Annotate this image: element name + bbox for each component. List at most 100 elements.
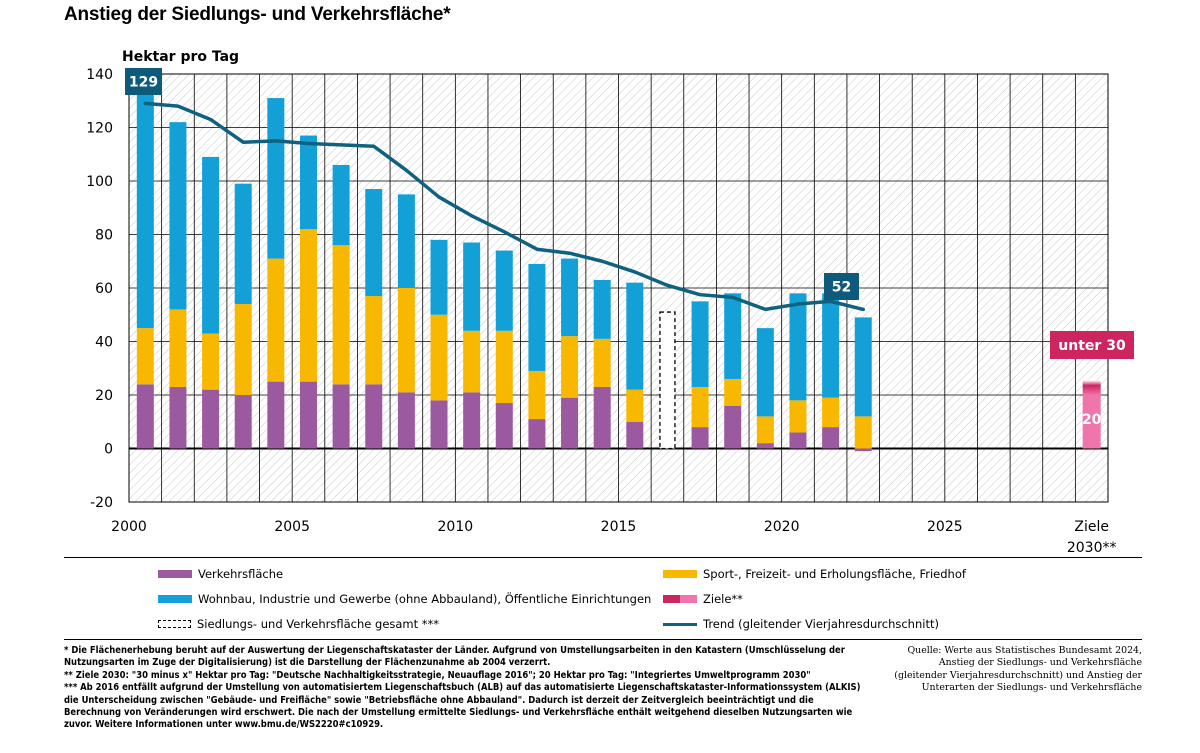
bar-verkehrsflaeche	[234, 395, 252, 449]
bar-wohnbau-industrie	[267, 98, 285, 259]
footnote-line: ** Ziele 2030: "30 minus x" Hektar pro T…	[64, 669, 811, 681]
bar-verkehrsflaeche	[136, 384, 154, 449]
y-tick-label: 100	[86, 174, 113, 190]
annotation-129-box	[125, 68, 162, 95]
annotation-52-box	[824, 273, 859, 300]
bar-verkehrsflaeche	[822, 427, 840, 449]
bar-verkehrsflaeche	[332, 384, 350, 449]
bar-sport-freizeit	[691, 386, 709, 428]
bar-verkehrsflaeche	[528, 419, 546, 449]
page-title: Anstieg der Siedlungs- und Verkehrsfläch…	[64, 4, 451, 25]
bar-verkehrsflaeche	[299, 381, 317, 449]
x-tick-label: 2020	[764, 519, 800, 535]
bar-wohnbau-industrie	[561, 258, 579, 337]
y-tick-label: 20	[95, 388, 113, 404]
bar-sport-freizeit	[854, 416, 872, 449]
bar-wohnbau-industrie	[626, 282, 644, 390]
bar-wohnbau-industrie	[365, 189, 383, 297]
bar-sport-freizeit	[267, 258, 285, 382]
bar-wohnbau-industrie	[169, 122, 187, 310]
bar-sport-freizeit	[495, 330, 513, 404]
bar-verkehrsflaeche	[365, 384, 383, 449]
bar-verkehrsflaeche	[202, 389, 220, 449]
bar-sport-freizeit	[756, 416, 774, 444]
footnote-line: Nutzungsarten im Zuge der Digitalisierun…	[64, 657, 551, 669]
plot-border	[128, 73, 1109, 503]
bar-wohnbau-industrie	[528, 263, 546, 371]
annotation-20-label: 20	[1082, 412, 1102, 428]
bar-wohnbau-industrie	[495, 250, 513, 331]
annotations: 129 52 unter 30 20	[125, 68, 1134, 428]
bar-sport-freizeit	[789, 400, 807, 433]
bar-verkehrsflaeche	[626, 421, 644, 449]
source-line: Unterarten der Siedlungs- und Verkehrsfl…	[921, 682, 1142, 694]
bar-wohnbau-industrie	[854, 317, 872, 417]
bar-sport-freizeit	[169, 309, 187, 387]
x-tick-label: 2015	[601, 519, 637, 535]
divider	[64, 557, 1142, 558]
x-tick-label: 2000	[111, 519, 147, 535]
bar-verkehrsflaeche	[593, 386, 611, 449]
bar-verkehrsflaeche	[169, 386, 187, 449]
bar-sport-freizeit	[397, 288, 415, 393]
bar-sport-freizeit	[528, 370, 546, 420]
annotation-52-label: 52	[832, 280, 851, 296]
bar-sport-freizeit	[202, 333, 220, 390]
footnotes: * Die Flächenerhebung beruht auf der Aus…	[64, 645, 864, 732]
y-tick-label: 60	[95, 281, 113, 297]
bar-verkehrsflaeche	[724, 405, 742, 449]
bar-wohnbau-industrie	[430, 239, 448, 315]
bars	[136, 92, 1101, 452]
y-tick-label: 0	[104, 442, 113, 458]
bar-wohnbau-industrie	[332, 164, 350, 246]
bar-verkehrsflaeche	[691, 427, 709, 449]
bar-sport-freizeit	[234, 304, 252, 395]
bar-sport-freizeit	[626, 389, 644, 422]
bar-verkehrsflaeche	[430, 400, 448, 449]
y-tick-label: -20	[90, 495, 113, 511]
footnote-line: zuvor. Weitere Informationen unter www.b…	[64, 719, 384, 731]
bar-wohnbau-industrie	[202, 156, 220, 334]
x-tick-label: 2025	[927, 519, 963, 535]
annotation-unter-30-label: unter 30	[1058, 338, 1126, 354]
trend-line	[143, 101, 865, 312]
bar-verkehrsflaeche	[854, 448, 872, 452]
bar-sport-freizeit	[299, 229, 317, 382]
footnote-line: Berechnung von Veränderungen wird erschw…	[64, 707, 853, 719]
annotation-unter-30-box	[1050, 331, 1134, 359]
bar-verkehrsflaeche	[463, 392, 481, 449]
annotation-129-label: 129	[129, 75, 158, 91]
bar-sport-freizeit	[561, 336, 579, 398]
bar-ziel-unter-30	[1082, 380, 1101, 395]
y-tick-label: 120	[86, 121, 113, 137]
bar-wohnbau-industrie	[234, 183, 252, 305]
bar-sport-freizeit	[593, 338, 611, 387]
y-axis-label: Hektar pro Tag	[122, 49, 239, 65]
source-line: Anstieg der Siedlungs- und Verkehrsfläch…	[938, 657, 1142, 669]
x-tick-label: 2030**	[1067, 540, 1117, 556]
bar-ziel-20	[1082, 395, 1101, 449]
bar-wohnbau-industrie	[463, 242, 481, 331]
x-tick-label: 2010	[438, 519, 474, 535]
source-line: (gleitender Vierjahresdurchschnitt) und …	[894, 669, 1142, 681]
axes: -20 0 20 40 60 80 100 120 140 Hektar pro Tag 2000 2…	[86, 49, 1116, 556]
x-tick-label: Ziele	[1074, 519, 1109, 535]
bar-verkehrsflaeche	[495, 403, 513, 449]
source-note: Quelle: Werte aus Statistisches Bundesam…	[862, 645, 1142, 695]
bar-verkehrsflaeche	[561, 397, 579, 449]
bar-sport-freizeit	[463, 330, 481, 393]
trend-line-path	[143, 101, 865, 312]
bar-wohnbau-industrie	[593, 279, 611, 339]
bar-wohnbau-industrie	[136, 92, 154, 329]
bar-sport-freizeit	[724, 378, 742, 406]
bar-wohnbau-industrie	[789, 293, 807, 401]
x-tick-label: 2005	[274, 519, 310, 535]
footnote-line: die Unterscheidung zwischen "Gebäude- un…	[64, 694, 814, 706]
bar-verkehrsflaeche	[267, 381, 285, 449]
bar-verkehrsflaeche	[397, 392, 415, 449]
source-line: Quelle: Werte aus Statistisches Bundesam…	[907, 645, 1142, 656]
y-tick-label: 80	[95, 228, 113, 244]
bar-wohnbau-industrie	[299, 135, 317, 230]
bar-sport-freizeit	[430, 314, 448, 401]
bar-sport-freizeit	[822, 397, 840, 428]
